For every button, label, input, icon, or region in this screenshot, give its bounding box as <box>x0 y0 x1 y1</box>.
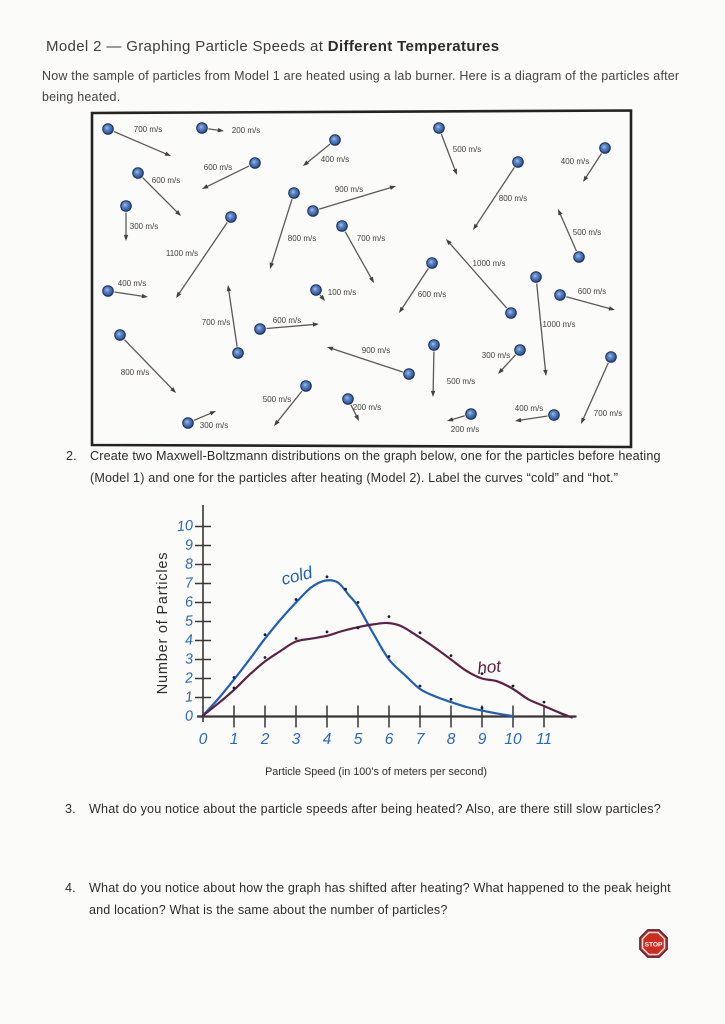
svg-text:200 m/s: 200 m/s <box>451 425 479 434</box>
svg-text:8: 8 <box>184 556 193 573</box>
svg-text:2: 2 <box>183 670 193 687</box>
svg-text:200 m/s: 200 m/s <box>232 126 260 135</box>
svg-text:6: 6 <box>385 731 394 748</box>
svg-text:800 m/s: 800 m/s <box>288 234 316 243</box>
svg-text:700 m/s: 700 m/s <box>357 234 385 243</box>
svg-text:6: 6 <box>184 594 194 611</box>
svg-text:3: 3 <box>292 731 301 748</box>
svg-text:4: 4 <box>323 731 332 748</box>
svg-text:8: 8 <box>447 731 456 748</box>
svg-text:STOP: STOP <box>645 941 663 948</box>
svg-text:1000 m/s: 1000 m/s <box>543 320 576 329</box>
svg-text:0: 0 <box>199 731 208 748</box>
svg-text:9: 9 <box>184 537 193 554</box>
svg-text:1100 m/s: 1100 m/s <box>166 249 198 258</box>
svg-text:900 m/s: 900 m/s <box>335 185 363 194</box>
svg-text:800 m/s: 800 m/s <box>499 194 527 203</box>
svg-text:400 m/s: 400 m/s <box>321 155 349 164</box>
svg-text:10: 10 <box>176 518 193 535</box>
svg-text:600 m/s: 600 m/s <box>204 163 232 172</box>
svg-text:300 m/s: 300 m/s <box>482 351 510 360</box>
svg-text:700 m/s: 700 m/s <box>594 409 622 418</box>
svg-text:100 m/s: 100 m/s <box>328 288 356 297</box>
svg-text:400 m/s: 400 m/s <box>118 279 146 288</box>
svg-text:0: 0 <box>184 708 193 725</box>
svg-text:10: 10 <box>504 731 522 748</box>
svg-text:3: 3 <box>184 651 193 668</box>
svg-text:400 m/s: 400 m/s <box>515 404 543 413</box>
svg-text:800 m/s: 800 m/s <box>121 368 149 377</box>
svg-text:300 m/s: 300 m/s <box>130 222 158 231</box>
svg-text:500 m/s: 500 m/s <box>453 145 481 154</box>
svg-text:11: 11 <box>536 731 552 748</box>
svg-text:200 m/s: 200 m/s <box>353 403 381 412</box>
svg-text:700 m/s: 700 m/s <box>134 125 162 134</box>
svg-text:2: 2 <box>260 731 270 748</box>
svg-text:5: 5 <box>354 731 363 748</box>
svg-text:500 m/s: 500 m/s <box>573 228 601 237</box>
svg-text:1000 m/s: 1000 m/s <box>473 259 506 268</box>
svg-text:900 m/s: 900 m/s <box>362 346 390 355</box>
svg-text:600 m/s: 600 m/s <box>578 287 606 296</box>
svg-text:300 m/s: 300 m/s <box>200 421 228 430</box>
svg-text:5: 5 <box>184 613 194 630</box>
svg-text:1: 1 <box>184 689 193 706</box>
svg-text:hot: hot <box>476 656 503 677</box>
svg-text:4: 4 <box>184 632 193 649</box>
svg-text:600 m/s: 600 m/s <box>152 176 180 185</box>
svg-text:400 m/s: 400 m/s <box>561 157 589 166</box>
svg-text:700 m/s: 700 m/s <box>202 318 230 327</box>
svg-text:500 m/s: 500 m/s <box>263 395 291 404</box>
svg-text:9: 9 <box>478 731 487 748</box>
svg-text:500 m/s: 500 m/s <box>447 377 475 386</box>
svg-text:1: 1 <box>230 731 239 748</box>
svg-text:600 m/s: 600 m/s <box>273 316 301 325</box>
svg-text:600 m/s: 600 m/s <box>418 290 446 299</box>
svg-text:7: 7 <box>416 731 426 748</box>
svg-text:7: 7 <box>184 575 194 592</box>
